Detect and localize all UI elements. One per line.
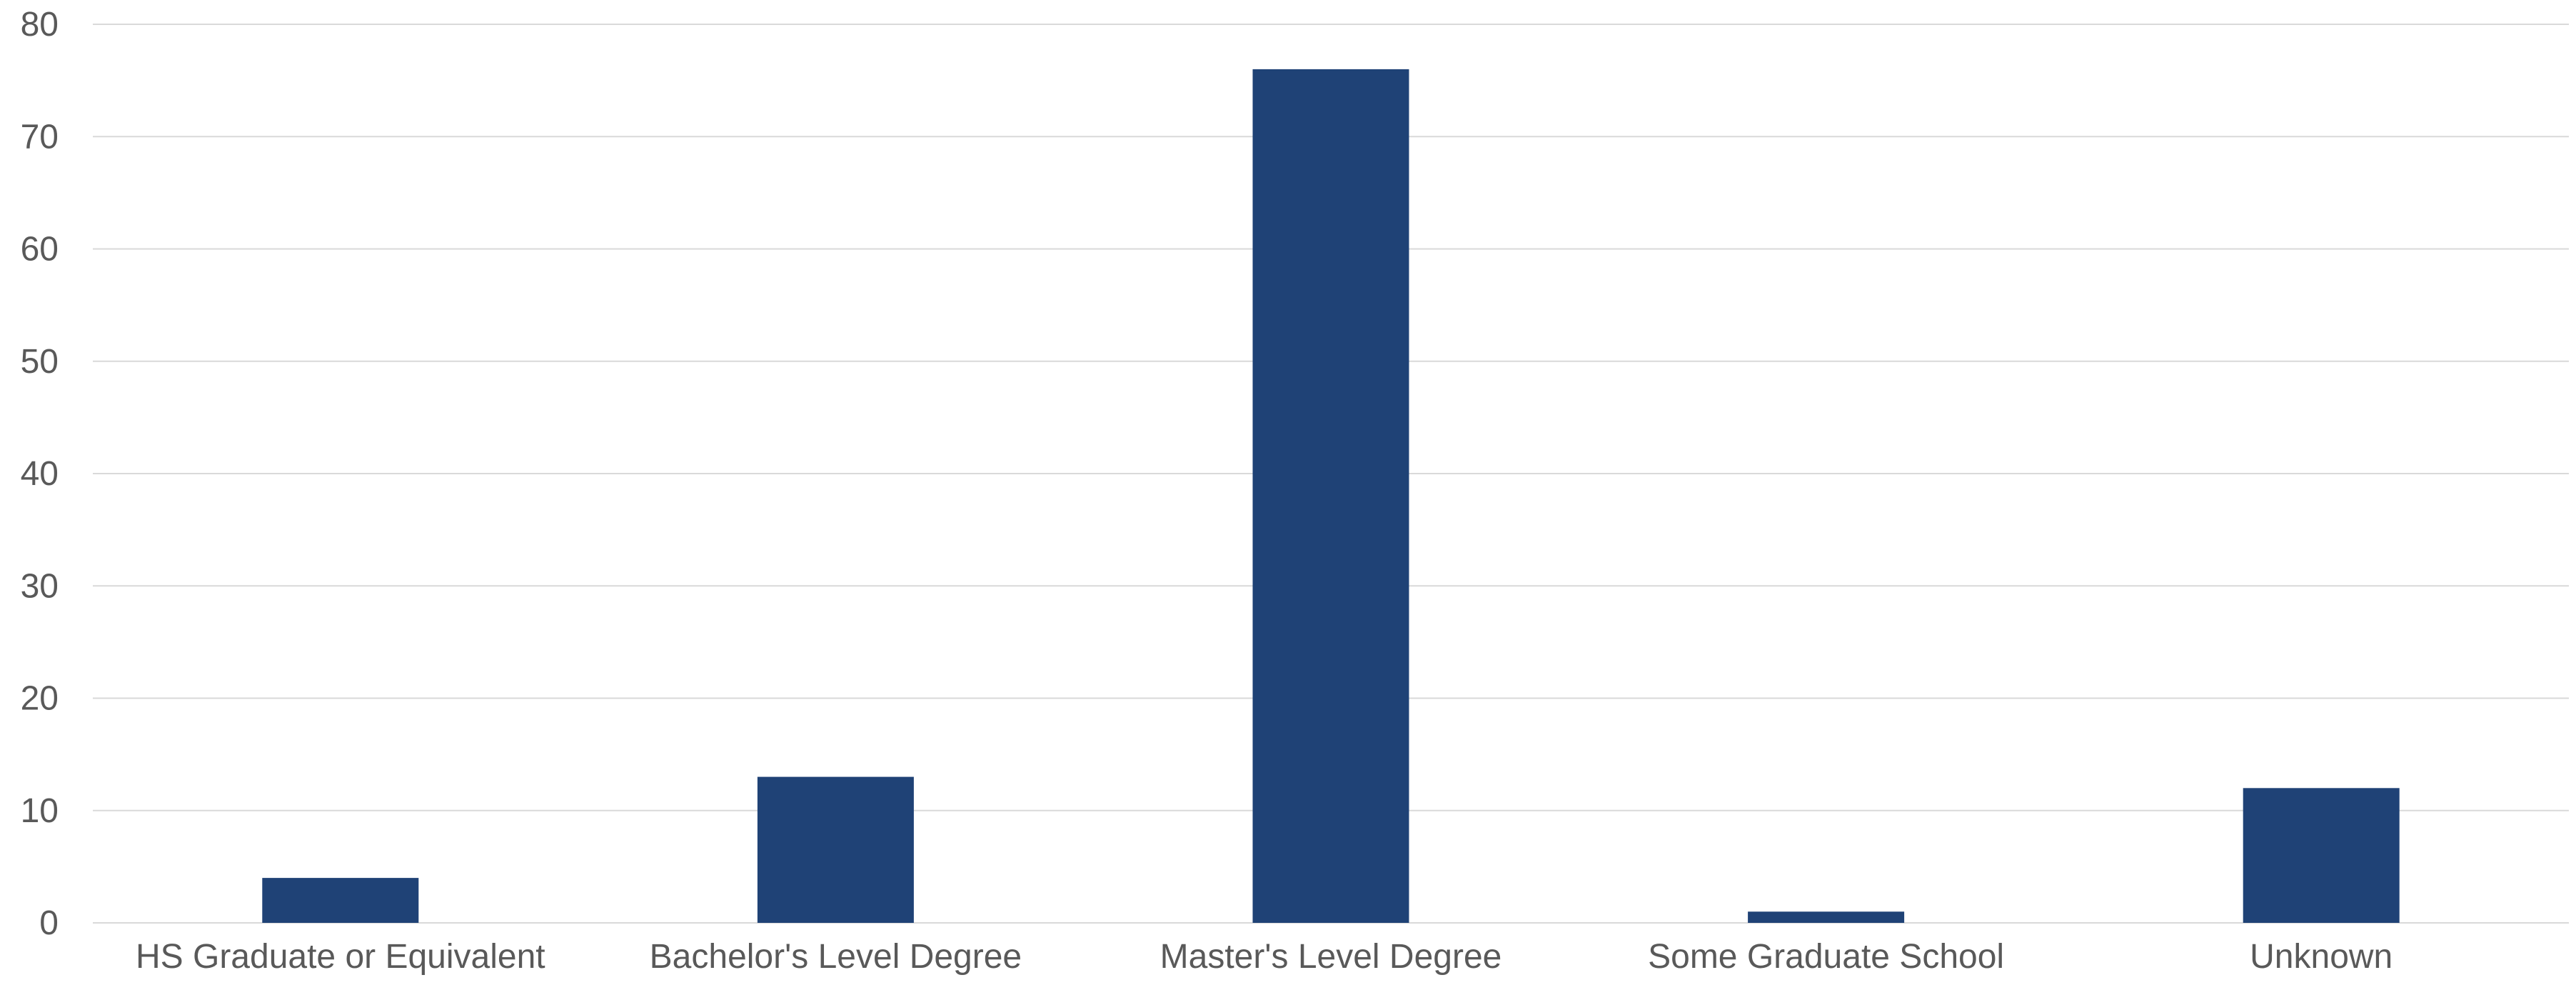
- y-tick-label: 50: [21, 343, 59, 381]
- y-tick-label: 80: [21, 6, 59, 44]
- y-tick-label: 70: [21, 118, 59, 156]
- x-axis-labels: HS Graduate or Equivalent Bachelor's Leve…: [136, 938, 2393, 976]
- y-tick-label: 0: [39, 904, 59, 942]
- y-tick-label: 40: [21, 455, 59, 493]
- x-category-label: Some Graduate School: [1648, 938, 2004, 976]
- y-tick-label: 60: [21, 231, 59, 269]
- y-tick-label: 30: [21, 567, 59, 605]
- y-tick-label: 20: [21, 680, 59, 718]
- x-category-label: Unknown: [2250, 938, 2393, 976]
- x-category-label: Master's Level Degree: [1160, 938, 1502, 976]
- bar: [1252, 69, 1409, 923]
- y-tick-label: 10: [21, 792, 59, 830]
- x-category-label: Bachelor's Level Degree: [650, 938, 1022, 976]
- y-axis-ticks: 0 10 20 30 40 50 60 70 80: [21, 6, 59, 942]
- x-category-label: HS Graduate or Equivalent: [136, 938, 545, 976]
- bar: [262, 878, 419, 923]
- bar: [2243, 788, 2400, 923]
- bar: [757, 776, 914, 923]
- bars: [262, 69, 2400, 923]
- bar: [1748, 911, 1905, 923]
